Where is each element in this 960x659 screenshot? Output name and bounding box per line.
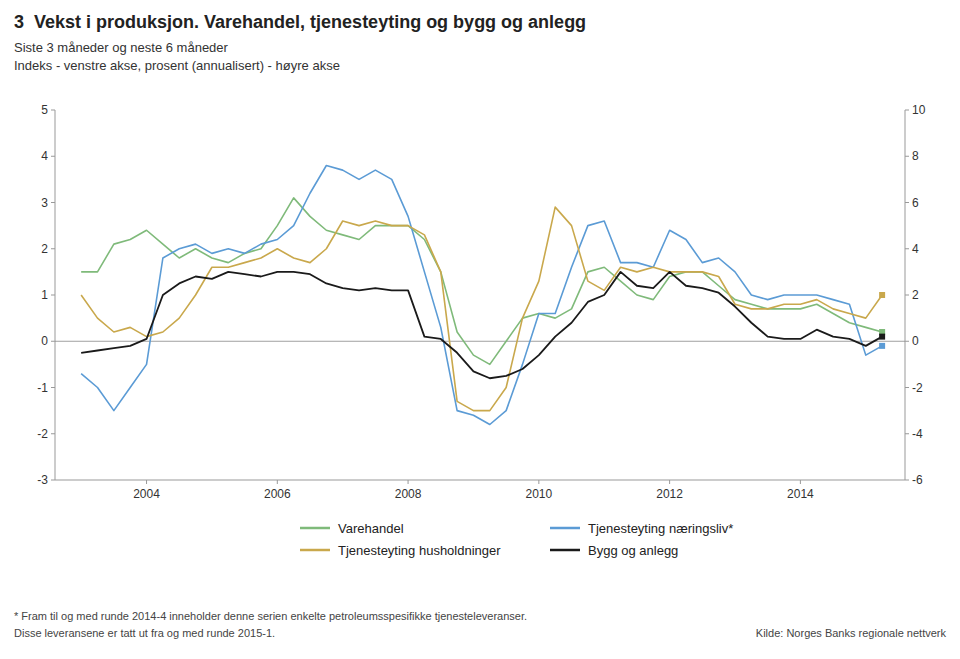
end-marker (879, 343, 885, 349)
series-line (81, 166, 882, 425)
x-tick-label: 2012 (656, 487, 683, 501)
y-tick (51, 433, 55, 434)
y2-tick-label: 0 (912, 334, 919, 348)
x-tick-label: 2004 (133, 487, 160, 501)
y-tick (51, 480, 55, 481)
legend-label: Tjenesteyting husholdninger (338, 543, 501, 558)
x-tick (408, 480, 409, 484)
y2-tick-label: 4 (912, 242, 919, 256)
chart: 3 Vekst i produksjon. Varehandel, tjenes… (0, 0, 960, 659)
legend: Varehandel Tjenesteyting næringsliv* Tjene… (300, 521, 733, 558)
y2-tick (905, 202, 909, 203)
legend-label: Bygg og anlegg (588, 543, 678, 558)
y-tick-label: 2 (41, 242, 48, 256)
series-line (81, 198, 882, 365)
zero-line (55, 341, 905, 342)
x-tick-label: 2008 (395, 487, 422, 501)
y-tick-label: -2 (37, 427, 48, 441)
y-tick (51, 295, 55, 296)
x-tick (146, 480, 147, 484)
y2-tick (905, 341, 909, 342)
series-line (81, 207, 882, 411)
legend-label: Tjenesteyting næringsliv* (588, 521, 733, 536)
y-tick-label: 4 (41, 149, 48, 163)
x-tick (669, 480, 670, 484)
y2-tick (905, 110, 909, 111)
y2-tick-label: -2 (912, 381, 923, 395)
subtitle: Indeks - venstre akse, prosent (annualis… (14, 58, 340, 73)
x-tick (538, 480, 539, 484)
y2-tick-label: 2 (912, 288, 919, 302)
x-tick-label: 2010 (525, 487, 552, 501)
y2-tick (905, 248, 909, 249)
x-tick (277, 480, 278, 484)
y-tick (51, 248, 55, 249)
y2-tick-label: 10 (912, 103, 926, 117)
y-tick-label: 5 (41, 103, 48, 117)
x-axis-line (55, 480, 905, 481)
y-tick (51, 156, 55, 157)
y2-tick (905, 295, 909, 296)
legend-swatch (550, 549, 580, 552)
footnote: * Fram til og med runde 2014-4 inneholde… (14, 610, 527, 622)
y-tick-label: 3 (41, 196, 48, 210)
y2-tick-label: 6 (912, 196, 919, 210)
legend-swatch (300, 527, 330, 530)
subtitle: Siste 3 måneder og neste 6 måneder (14, 40, 229, 55)
y-tick (51, 110, 55, 111)
footnote: Disse leveransene er tatt ut fra og med … (14, 627, 275, 639)
y-tick (51, 387, 55, 388)
title: 3 Vekst i produksjon. Varehandel, tjenes… (14, 12, 586, 32)
x-tick (800, 480, 801, 484)
y2-tick-label: -6 (912, 473, 923, 487)
legend-swatch (550, 527, 580, 530)
plot-area (81, 166, 885, 425)
y2-tick-label: 8 (912, 149, 919, 163)
y2-tick (905, 480, 909, 481)
end-marker (879, 292, 885, 298)
legend-swatch (300, 549, 330, 552)
y-tick-label: -3 (37, 473, 48, 487)
y2-tick (905, 387, 909, 388)
y2-tick (905, 433, 909, 434)
x-tick-label: 2014 (787, 487, 814, 501)
y-tick (51, 202, 55, 203)
end-marker (879, 334, 885, 340)
legend-label: Varehandel (338, 521, 404, 536)
y2-tick-label: -4 (912, 427, 923, 441)
y-tick (51, 341, 55, 342)
y-tick-label: 0 (41, 334, 48, 348)
y-tick-label: 1 (41, 288, 48, 302)
x-tick-label: 2006 (264, 487, 291, 501)
y-tick-label: -1 (37, 381, 48, 395)
series-line (81, 272, 882, 378)
source: Kilde: Norges Banks regionale nettverk (756, 627, 947, 639)
y2-tick (905, 156, 909, 157)
